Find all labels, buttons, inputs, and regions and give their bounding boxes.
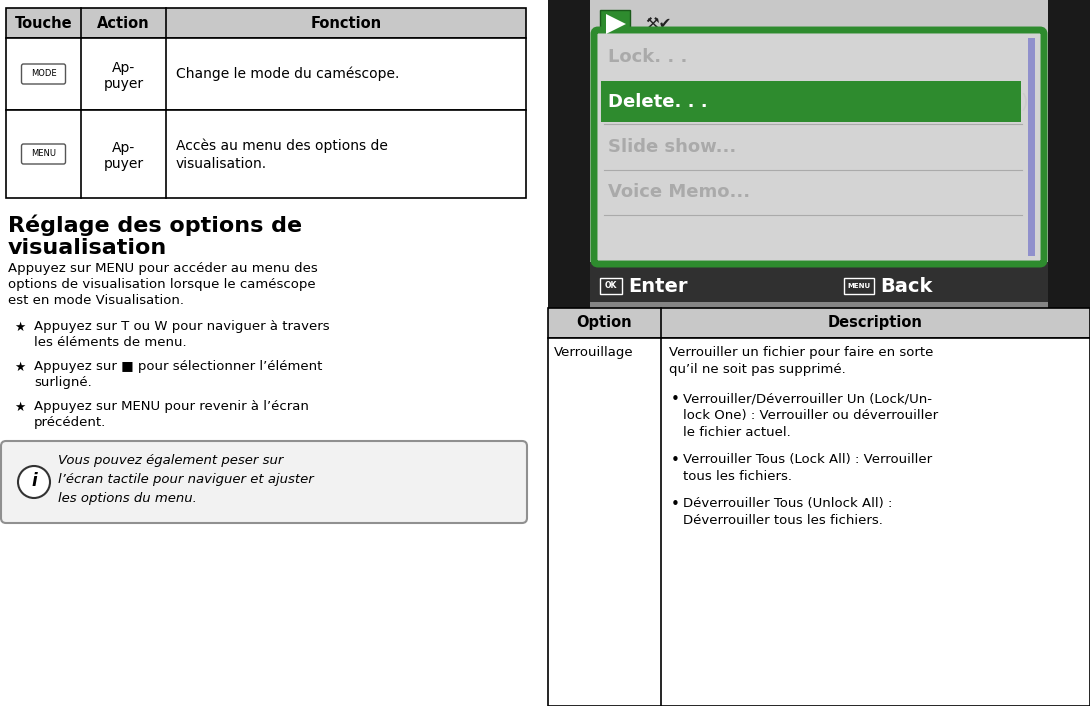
Text: Slide show...: Slide show... bbox=[608, 138, 736, 156]
Text: Ap-: Ap- bbox=[112, 61, 135, 75]
Text: Action: Action bbox=[97, 16, 149, 30]
Text: Description: Description bbox=[828, 316, 923, 330]
Text: MENU: MENU bbox=[847, 283, 871, 289]
Bar bbox=[600, 10, 630, 38]
Text: visualisation.: visualisation. bbox=[175, 157, 267, 171]
Text: lock One) : Verrouiller ou déverrouiller: lock One) : Verrouiller ou déverrouiller bbox=[683, 409, 938, 422]
FancyBboxPatch shape bbox=[594, 30, 1044, 264]
Text: Déverrouiller Tous (Unlock All) :: Déverrouiller Tous (Unlock All) : bbox=[683, 497, 893, 510]
Text: l’écran tactile pour naviguer et ajuster: l’écran tactile pour naviguer et ajuster bbox=[58, 473, 314, 486]
Text: qu’il ne soit pas supprimé.: qu’il ne soit pas supprimé. bbox=[669, 363, 846, 376]
Text: tous les fichiers.: tous les fichiers. bbox=[683, 470, 792, 483]
Bar bbox=[601, 81, 1021, 122]
Text: les options du menu.: les options du menu. bbox=[58, 492, 197, 505]
Text: Accès au menu des options de: Accès au menu des options de bbox=[175, 139, 388, 153]
Text: Appuyez sur MENU pour accéder au menu des: Appuyez sur MENU pour accéder au menu de… bbox=[8, 262, 318, 275]
FancyBboxPatch shape bbox=[22, 64, 65, 84]
Text: Voice Memo...: Voice Memo... bbox=[608, 183, 750, 201]
FancyBboxPatch shape bbox=[22, 144, 65, 164]
Bar bbox=[844, 278, 874, 294]
Text: puyer: puyer bbox=[104, 77, 144, 91]
Bar bbox=[548, 308, 1090, 338]
Polygon shape bbox=[606, 14, 626, 34]
Text: OK: OK bbox=[605, 282, 617, 290]
Text: ★: ★ bbox=[14, 321, 26, 334]
Text: •: • bbox=[671, 392, 680, 407]
Text: Verrouiller Tous (Lock All) : Verrouiller: Verrouiller Tous (Lock All) : Verrouille… bbox=[683, 453, 932, 466]
Bar bbox=[7, 38, 526, 110]
Bar bbox=[1028, 38, 1036, 256]
Text: •: • bbox=[671, 453, 680, 468]
Text: MODE: MODE bbox=[31, 69, 57, 78]
Text: Delete. . .: Delete. . . bbox=[608, 92, 707, 111]
Text: ⚒✔: ⚒✔ bbox=[645, 16, 671, 32]
Text: Verrouiller un fichier pour faire en sorte: Verrouiller un fichier pour faire en sor… bbox=[669, 346, 933, 359]
Text: Back: Back bbox=[880, 277, 932, 296]
Bar bbox=[600, 278, 622, 294]
Circle shape bbox=[19, 466, 50, 498]
Text: i: i bbox=[32, 472, 37, 490]
FancyBboxPatch shape bbox=[1, 441, 526, 523]
Text: Appuyez sur T ou W pour naviguer à travers: Appuyez sur T ou W pour naviguer à trave… bbox=[34, 320, 329, 333]
Text: ★: ★ bbox=[14, 361, 26, 374]
Text: Appuyez sur MENU pour revenir à l’écran: Appuyez sur MENU pour revenir à l’écran bbox=[34, 400, 308, 413]
Text: puyer: puyer bbox=[104, 157, 144, 171]
Text: Déverrouiller tous les fichiers.: Déverrouiller tous les fichiers. bbox=[683, 514, 883, 527]
Text: Change le mode du caméscope.: Change le mode du caméscope. bbox=[175, 67, 399, 81]
Text: Verrouillage: Verrouillage bbox=[554, 346, 633, 359]
Text: Verrouiller/Déverrouiller Un (Lock/Un-: Verrouiller/Déverrouiller Un (Lock/Un- bbox=[683, 392, 932, 405]
Bar bbox=[548, 0, 1090, 308]
Text: ★: ★ bbox=[14, 401, 26, 414]
Text: précédent.: précédent. bbox=[34, 416, 106, 429]
Bar bbox=[590, 0, 1047, 262]
Text: Réglage des options de: Réglage des options de bbox=[8, 214, 302, 236]
Bar bbox=[590, 262, 1047, 302]
Bar bbox=[7, 8, 526, 38]
Text: Fonction: Fonction bbox=[311, 16, 382, 30]
Text: Touche: Touche bbox=[14, 16, 72, 30]
Text: Enter: Enter bbox=[628, 277, 688, 296]
Text: Vous pouvez également peser sur: Vous pouvez également peser sur bbox=[58, 454, 283, 467]
Text: les éléments de menu.: les éléments de menu. bbox=[34, 336, 186, 349]
Bar bbox=[548, 0, 590, 308]
Text: MENU: MENU bbox=[31, 150, 56, 159]
Text: Ap-: Ap- bbox=[112, 141, 135, 155]
Bar bbox=[7, 110, 526, 198]
Text: Appuyez sur ■ pour sélectionner l’élément: Appuyez sur ■ pour sélectionner l’élémen… bbox=[34, 360, 323, 373]
Text: Option: Option bbox=[577, 316, 632, 330]
Text: options de visualisation lorsque le caméscope: options de visualisation lorsque le camé… bbox=[8, 278, 316, 291]
Text: surligné.: surligné. bbox=[34, 376, 92, 389]
Bar bbox=[1047, 0, 1090, 308]
Text: ): ) bbox=[1020, 92, 1028, 112]
Text: est en mode Visualisation.: est en mode Visualisation. bbox=[8, 294, 184, 307]
Text: le fichier actuel.: le fichier actuel. bbox=[683, 426, 790, 439]
Text: visualisation: visualisation bbox=[8, 238, 167, 258]
Bar bbox=[548, 338, 1090, 706]
Text: •: • bbox=[671, 497, 680, 512]
Text: Lock. . .: Lock. . . bbox=[608, 47, 688, 66]
